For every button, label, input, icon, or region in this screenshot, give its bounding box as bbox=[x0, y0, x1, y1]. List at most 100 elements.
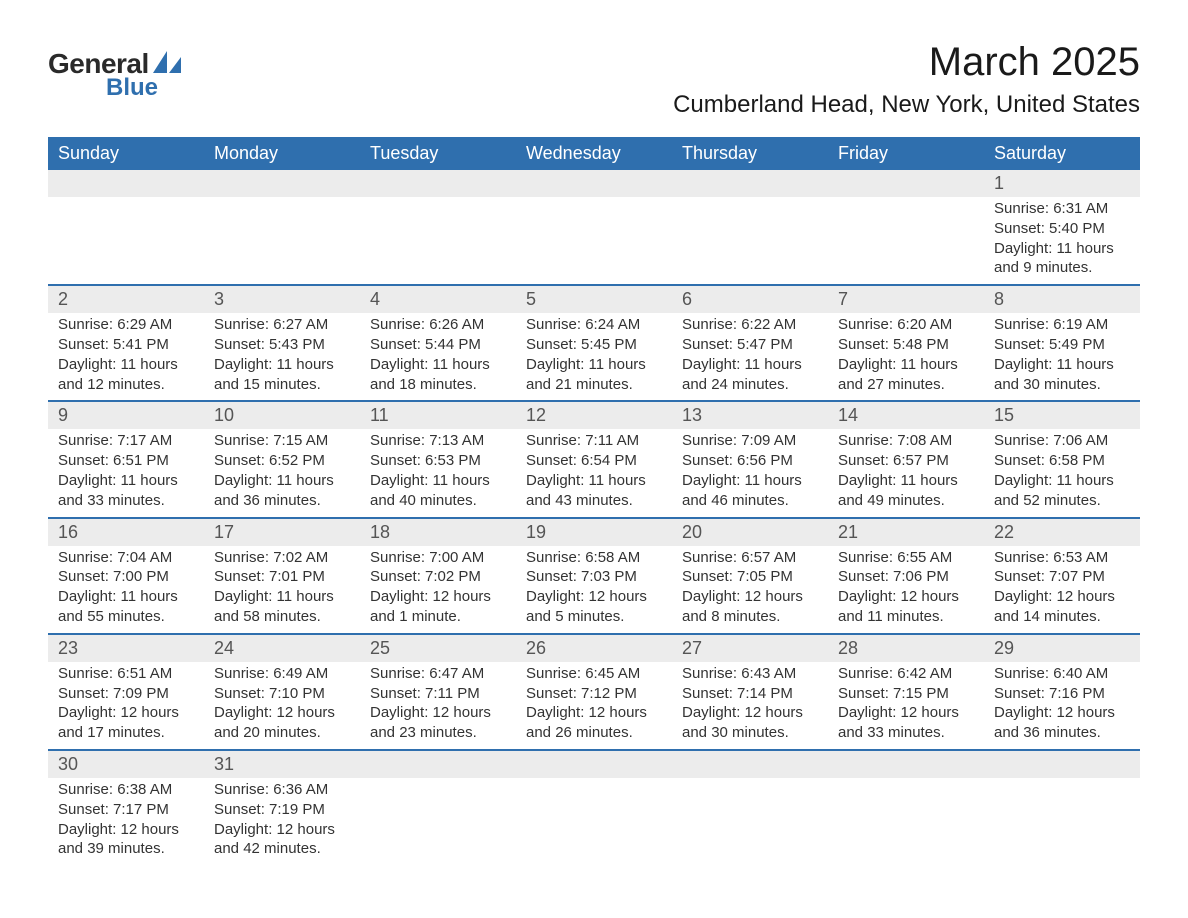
day-cell-number: 20 bbox=[672, 518, 828, 546]
daylight-text: Daylight: 12 hours and 11 minutes. bbox=[838, 587, 974, 627]
day-cell-number: 30 bbox=[48, 750, 204, 778]
sunrise-text: Sunrise: 6:27 AM bbox=[214, 315, 350, 335]
day-cell-number bbox=[516, 750, 672, 778]
day-cell-number bbox=[672, 170, 828, 197]
day-number: 23 bbox=[48, 635, 204, 662]
sunrise-text: Sunrise: 6:19 AM bbox=[994, 315, 1130, 335]
day-cell-data: Sunrise: 6:43 AMSunset: 7:14 PMDaylight:… bbox=[672, 662, 828, 750]
week-number-row: 23242526272829 bbox=[48, 634, 1140, 662]
day-number bbox=[984, 751, 1140, 777]
daylight-text: Daylight: 11 hours and 46 minutes. bbox=[682, 471, 818, 511]
day-cell-number bbox=[360, 750, 516, 778]
day-cell-data: Sunrise: 7:04 AMSunset: 7:00 PMDaylight:… bbox=[48, 546, 204, 634]
daylight-text: Daylight: 11 hours and 58 minutes. bbox=[214, 587, 350, 627]
day-cell-data bbox=[516, 197, 672, 285]
sunrise-text: Sunrise: 6:20 AM bbox=[838, 315, 974, 335]
day-cell-number: 26 bbox=[516, 634, 672, 662]
sunset-text: Sunset: 6:57 PM bbox=[838, 451, 974, 471]
sunset-text: Sunset: 5:47 PM bbox=[682, 335, 818, 355]
day-number bbox=[672, 751, 828, 777]
day-cell-data: Sunrise: 7:06 AMSunset: 6:58 PMDaylight:… bbox=[984, 429, 1140, 517]
sunrise-text: Sunrise: 6:58 AM bbox=[526, 548, 662, 568]
daylight-text: Daylight: 11 hours and 52 minutes. bbox=[994, 471, 1130, 511]
day-cell-data: Sunrise: 6:55 AMSunset: 7:06 PMDaylight:… bbox=[828, 546, 984, 634]
day-number: 15 bbox=[984, 402, 1140, 429]
week-number-row: 1 bbox=[48, 170, 1140, 197]
day-number bbox=[672, 170, 828, 196]
daylight-text: Daylight: 12 hours and 30 minutes. bbox=[682, 703, 818, 743]
daylight-text: Daylight: 11 hours and 36 minutes. bbox=[214, 471, 350, 511]
daylight-text: Daylight: 11 hours and 9 minutes. bbox=[994, 239, 1130, 279]
sunrise-text: Sunrise: 6:40 AM bbox=[994, 664, 1130, 684]
day-number: 4 bbox=[360, 286, 516, 313]
day-cell-number: 1 bbox=[984, 170, 1140, 197]
sunrise-text: Sunrise: 7:08 AM bbox=[838, 431, 974, 451]
sunrise-text: Sunrise: 6:45 AM bbox=[526, 664, 662, 684]
day-number: 1 bbox=[984, 170, 1140, 197]
sunset-text: Sunset: 7:05 PM bbox=[682, 567, 818, 587]
day-cell-number bbox=[828, 170, 984, 197]
day-cell-number: 9 bbox=[48, 401, 204, 429]
month-title: March 2025 bbox=[673, 40, 1140, 85]
day-cell-number: 31 bbox=[204, 750, 360, 778]
sunset-text: Sunset: 5:44 PM bbox=[370, 335, 506, 355]
sunset-text: Sunset: 7:06 PM bbox=[838, 567, 974, 587]
day-cell-data bbox=[828, 197, 984, 285]
week-number-row: 2345678 bbox=[48, 285, 1140, 313]
sunrise-text: Sunrise: 6:24 AM bbox=[526, 315, 662, 335]
day-number: 29 bbox=[984, 635, 1140, 662]
day-number: 26 bbox=[516, 635, 672, 662]
day-number: 18 bbox=[360, 519, 516, 546]
sunrise-text: Sunrise: 7:04 AM bbox=[58, 548, 194, 568]
daylight-text: Daylight: 11 hours and 15 minutes. bbox=[214, 355, 350, 395]
day-cell-data: Sunrise: 6:42 AMSunset: 7:15 PMDaylight:… bbox=[828, 662, 984, 750]
sunrise-text: Sunrise: 7:09 AM bbox=[682, 431, 818, 451]
day-number: 8 bbox=[984, 286, 1140, 313]
week-number-row: 9101112131415 bbox=[48, 401, 1140, 429]
day-header: Saturday bbox=[984, 137, 1140, 170]
sunrise-text: Sunrise: 7:06 AM bbox=[994, 431, 1130, 451]
sunrise-text: Sunrise: 6:22 AM bbox=[682, 315, 818, 335]
day-cell-number: 19 bbox=[516, 518, 672, 546]
day-number: 19 bbox=[516, 519, 672, 546]
day-number: 21 bbox=[828, 519, 984, 546]
day-number: 24 bbox=[204, 635, 360, 662]
day-cell-data: Sunrise: 7:13 AMSunset: 6:53 PMDaylight:… bbox=[360, 429, 516, 517]
day-cell-number: 7 bbox=[828, 285, 984, 313]
daylight-text: Daylight: 11 hours and 18 minutes. bbox=[370, 355, 506, 395]
day-cell-number: 5 bbox=[516, 285, 672, 313]
daylight-text: Daylight: 11 hours and 33 minutes. bbox=[58, 471, 194, 511]
daylight-text: Daylight: 12 hours and 26 minutes. bbox=[526, 703, 662, 743]
daylight-text: Daylight: 11 hours and 40 minutes. bbox=[370, 471, 506, 511]
day-cell-data: Sunrise: 6:20 AMSunset: 5:48 PMDaylight:… bbox=[828, 313, 984, 401]
day-cell-number: 11 bbox=[360, 401, 516, 429]
day-cell-data bbox=[672, 778, 828, 865]
day-cell-data: Sunrise: 7:11 AMSunset: 6:54 PMDaylight:… bbox=[516, 429, 672, 517]
daylight-text: Daylight: 12 hours and 23 minutes. bbox=[370, 703, 506, 743]
sunset-text: Sunset: 7:11 PM bbox=[370, 684, 506, 704]
day-cell-data: Sunrise: 6:38 AMSunset: 7:17 PMDaylight:… bbox=[48, 778, 204, 865]
sunset-text: Sunset: 7:07 PM bbox=[994, 567, 1130, 587]
location: Cumberland Head, New York, United States bbox=[673, 91, 1140, 119]
daylight-text: Daylight: 11 hours and 30 minutes. bbox=[994, 355, 1130, 395]
day-cell-data bbox=[360, 197, 516, 285]
day-number: 31 bbox=[204, 751, 360, 778]
sunset-text: Sunset: 5:49 PM bbox=[994, 335, 1130, 355]
sunrise-text: Sunrise: 7:17 AM bbox=[58, 431, 194, 451]
day-cell-number bbox=[984, 750, 1140, 778]
day-cell-number: 23 bbox=[48, 634, 204, 662]
sunrise-text: Sunrise: 6:55 AM bbox=[838, 548, 974, 568]
day-header: Thursday bbox=[672, 137, 828, 170]
sunset-text: Sunset: 7:02 PM bbox=[370, 567, 506, 587]
day-cell-number: 25 bbox=[360, 634, 516, 662]
daylight-text: Daylight: 12 hours and 33 minutes. bbox=[838, 703, 974, 743]
sunset-text: Sunset: 7:19 PM bbox=[214, 800, 350, 820]
sunset-text: Sunset: 7:14 PM bbox=[682, 684, 818, 704]
daylight-text: Daylight: 12 hours and 17 minutes. bbox=[58, 703, 194, 743]
day-cell-data bbox=[828, 778, 984, 865]
day-cell-number: 14 bbox=[828, 401, 984, 429]
sunrise-text: Sunrise: 6:38 AM bbox=[58, 780, 194, 800]
day-number bbox=[516, 751, 672, 777]
sunrise-text: Sunrise: 7:00 AM bbox=[370, 548, 506, 568]
day-number: 13 bbox=[672, 402, 828, 429]
